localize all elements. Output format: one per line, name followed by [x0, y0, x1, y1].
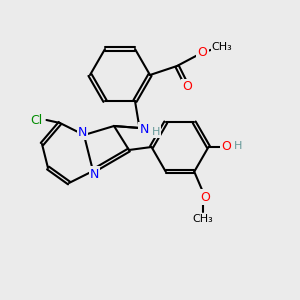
Text: O: O	[222, 140, 231, 154]
Text: N: N	[78, 126, 87, 139]
Text: CH₃: CH₃	[193, 214, 214, 224]
Text: H: H	[152, 127, 160, 136]
Text: H: H	[234, 140, 243, 151]
Text: N: N	[90, 167, 99, 181]
Text: O: O	[198, 46, 207, 59]
Text: Cl: Cl	[30, 113, 42, 127]
Text: N: N	[139, 123, 149, 136]
Text: CH₃: CH₃	[212, 41, 233, 52]
Text: O: O	[183, 80, 192, 94]
Text: O: O	[200, 191, 210, 204]
